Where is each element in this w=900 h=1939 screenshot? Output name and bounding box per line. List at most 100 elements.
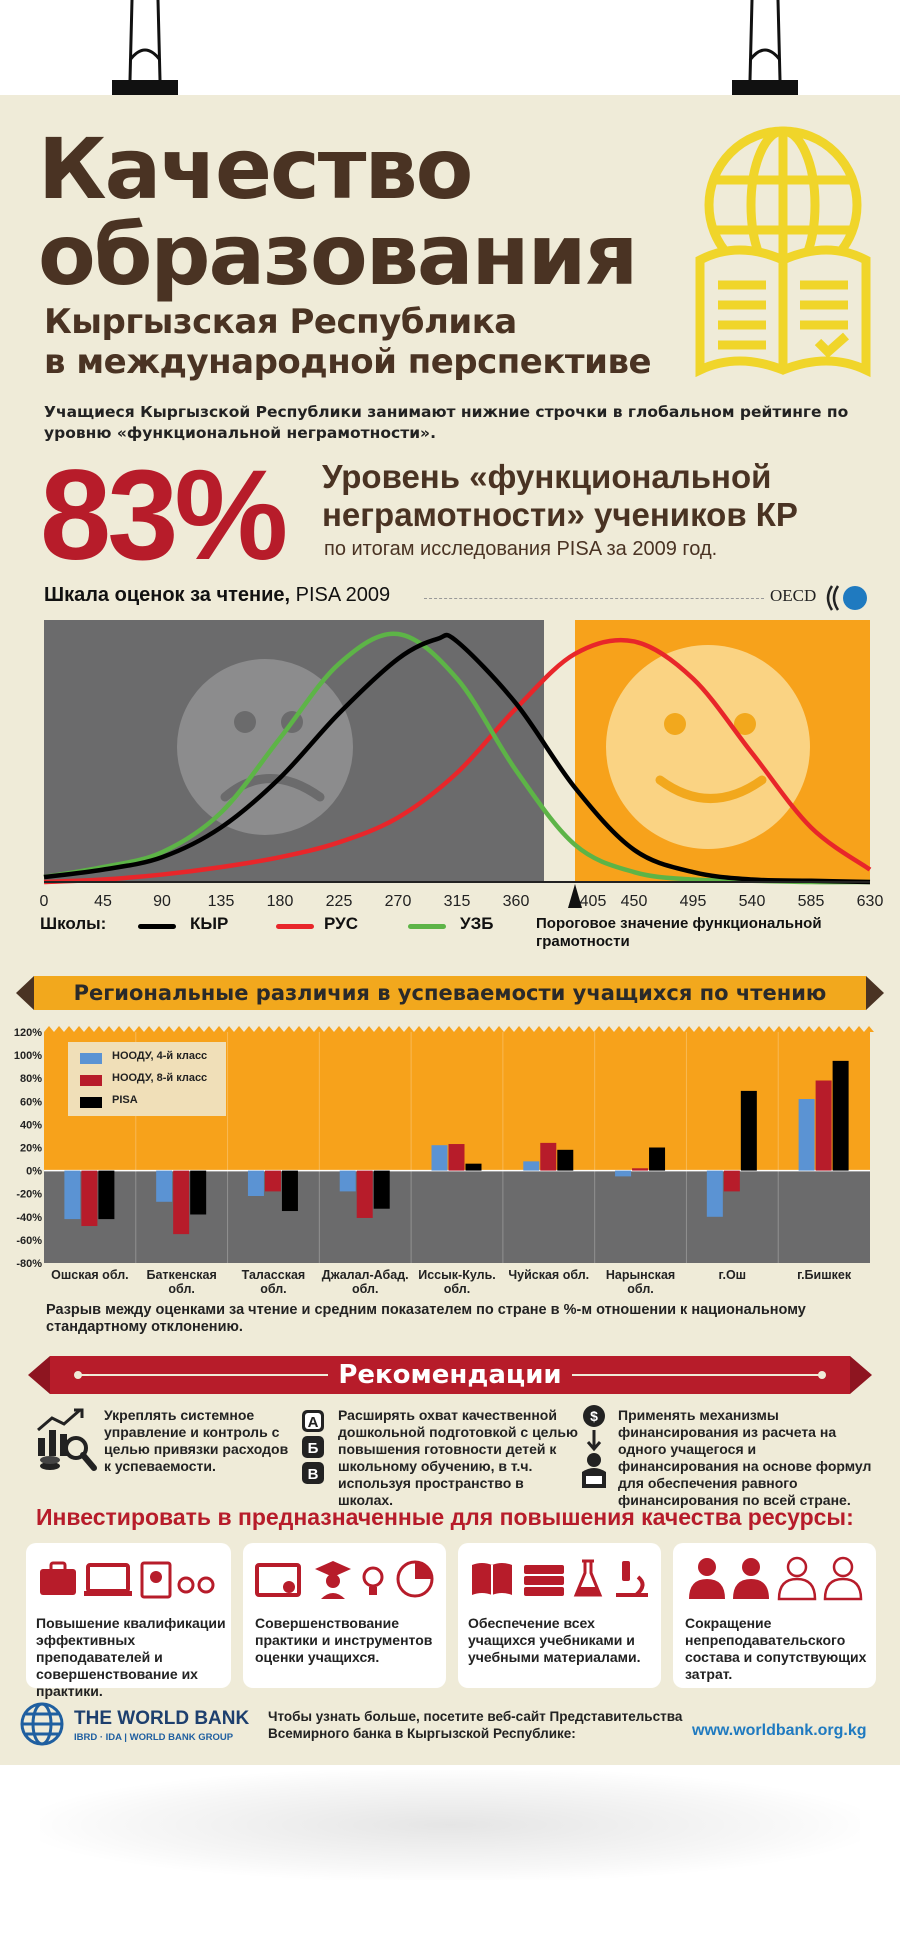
recommendations-ribbon (28, 1356, 872, 1394)
bar (523, 1161, 540, 1171)
recommendation-2: Расширять охват качественной дошкольной … (338, 1407, 578, 1508)
chart2-legend: НООДУ, 4-й класс НООДУ, 8-й класс PISA (68, 1042, 226, 1116)
y-tick-label: 80% (20, 1073, 42, 1085)
chart1-title-suffix: PISA 2009 (295, 584, 391, 606)
legend-label-kyr: КЫР (190, 914, 229, 933)
staff-icon (689, 1556, 863, 1601)
bar (156, 1170, 173, 1202)
invest-card-3: Обеспечение всех учащихся учебниками и у… (458, 1543, 661, 1688)
bar (465, 1163, 482, 1171)
title-line1: Качество (38, 120, 473, 218)
svg-text:А: А (308, 1414, 319, 1431)
chart2-title-ribbon (16, 976, 884, 1010)
bar (706, 1170, 723, 1217)
invest-title: Инвестировать в предназначенные для повы… (36, 1504, 854, 1530)
footer-text: Чтобы узнать больше, посетите веб-сайт П… (268, 1709, 683, 1741)
legend-label-rus: РУС (324, 914, 358, 933)
chart1-title-divider (424, 598, 764, 599)
legend-swatch-8grade (80, 1075, 102, 1086)
category-label: Нарынская обл. (605, 1268, 676, 1296)
x-tick-label: 90 (153, 893, 171, 910)
y-tick-label: -80% (16, 1258, 42, 1270)
chart2-title: Региональные различия в успеваемости уча… (73, 981, 827, 1005)
category-label: Баткенская обл. (146, 1268, 217, 1296)
category-label: Иссык-Куль. обл. (418, 1268, 496, 1296)
category-label: Ошская обл. (51, 1268, 129, 1282)
chart1-title: Шкала оценок за чтение, PISA 2009 (44, 584, 390, 607)
stat-note: по итогам исследования PISA за 2009 год. (324, 538, 718, 560)
bar (723, 1170, 740, 1192)
y-tick-label: -20% (16, 1189, 42, 1201)
teacher-tools-icon (40, 1561, 215, 1599)
bar (448, 1144, 465, 1171)
bar (339, 1170, 356, 1192)
footer-url-link[interactable]: www.worldbank.org.kg (692, 1722, 867, 1739)
stat-heading: Уровень «функциональной неграмотности» у… (322, 458, 798, 534)
legend-line-rus (276, 924, 314, 929)
stat-value: 83% (40, 444, 288, 587)
subtitle-line2: в международной перспективе (44, 342, 652, 382)
world-bank-name: THE WORLD BANK (74, 1708, 250, 1729)
legend-label-pisa: PISA (112, 1094, 138, 1106)
bar (649, 1147, 666, 1171)
bar (247, 1170, 264, 1197)
y-tick-label: 20% (20, 1143, 42, 1155)
y-tick-label: 60% (20, 1096, 42, 1108)
title-line2: образования (38, 206, 638, 304)
x-tick-label: 315 (444, 893, 471, 910)
intro-text: Учащиеся Кыргызской Республики занимают … (44, 403, 849, 442)
assessment-icon (255, 1560, 434, 1599)
books-lab-icon (472, 1559, 648, 1597)
series-line-2 (43, 631, 871, 885)
bar (832, 1060, 849, 1171)
legend-label-8grade: НООДУ, 8-й класс (112, 1072, 208, 1084)
bar (281, 1170, 298, 1212)
globe-book-icon (695, 126, 871, 378)
series-line-1 (43, 637, 872, 885)
invest-card-4-text: Сокращение непреподавательского состава … (685, 1615, 867, 1682)
category-label: г.Бишкек (797, 1268, 852, 1282)
invest-card-3-text: Обеспечение всех учащихся учебниками и у… (468, 1615, 641, 1665)
bar (373, 1170, 390, 1209)
legend-swatch-pisa (80, 1097, 102, 1108)
chart1-title-main: Шкала оценок за чтение, (44, 584, 291, 606)
chart2-caption: Разрыв между оценками за чтение и средни… (46, 1302, 806, 1335)
legend-label-4grade: НООДУ, 4-й класс (112, 1050, 208, 1062)
subtitle-line1: Кыргызская Республика (44, 302, 517, 342)
bar (740, 1090, 757, 1171)
invest-card-2-text: Совершенствование практики и инструменто… (255, 1615, 433, 1665)
x-tick-label: 180 (267, 893, 294, 910)
threshold-label: Пороговое значение функциональной грамот… (536, 915, 822, 950)
oecd-label: OECD (770, 586, 817, 605)
y-tick-label: -40% (16, 1212, 42, 1224)
x-tick-label: 495 (680, 893, 707, 910)
poster-shadow (40, 1770, 860, 1880)
bar (815, 1080, 832, 1171)
x-tick-label: 45 (94, 893, 112, 910)
bar (98, 1170, 115, 1220)
recommendation-1: Укреплять системное управление и контрол… (104, 1407, 289, 1474)
abc-blocks-icon: А Б В (302, 1410, 324, 1484)
invest-card-2: Совершенствование практики и инструменто… (243, 1543, 446, 1688)
x-tick-label: 585 (798, 893, 825, 910)
legend-line-kyr (138, 924, 176, 929)
bar (615, 1170, 632, 1177)
happy-face-icon (606, 645, 810, 849)
recommendations-title: Рекомендации (338, 1360, 562, 1390)
invest-card-1: Повышение квалификации эффективных препо… (26, 1543, 231, 1699)
threshold-marker-icon (568, 884, 582, 908)
x-tick-label: 225 (326, 893, 353, 910)
y-tick-label: 120% (14, 1027, 42, 1039)
y-tick-label: -60% (16, 1235, 42, 1247)
x-tick-label: 270 (385, 893, 412, 910)
category-label: г.Ош (718, 1268, 747, 1282)
legend-line-uzb (408, 924, 446, 929)
x-tick-label: 360 (503, 893, 530, 910)
x-tick-label: 135 (208, 893, 235, 910)
bar (264, 1170, 281, 1192)
y-tick-label: 40% (20, 1119, 42, 1131)
x-tick-label: 540 (739, 893, 766, 910)
bar (540, 1142, 557, 1171)
x-tick-label: 450 (621, 893, 648, 910)
chart2-zigzag (44, 1026, 874, 1032)
